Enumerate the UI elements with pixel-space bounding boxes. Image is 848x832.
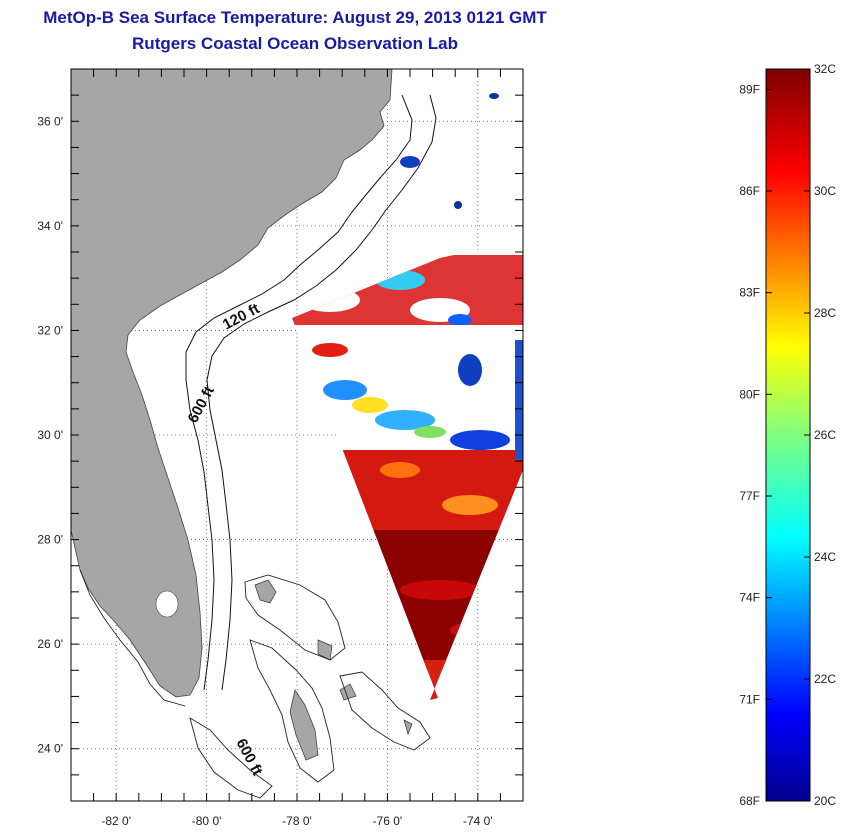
sst-patches-ne bbox=[400, 93, 523, 460]
lat-tick-label: 30 0' bbox=[37, 428, 63, 442]
colorbar-f-label: 74F bbox=[739, 591, 760, 605]
contour-600ft bbox=[206, 94, 437, 691]
longitude-axis: -82 0' -80 0' -78 0' -76 0' -74 0' bbox=[93, 69, 501, 828]
bahamas-bank-contours bbox=[189, 574, 431, 799]
lon-tick-label: -76 0' bbox=[373, 814, 403, 828]
colorbar-c-label: 24C bbox=[814, 550, 836, 564]
lon-tick-label: -74 0' bbox=[463, 814, 493, 828]
lat-tick-label: 26 0' bbox=[37, 637, 63, 651]
map-title: MetOp-B Sea Surface Temperature: August … bbox=[43, 8, 547, 27]
colorbar-c-label: 20C bbox=[814, 794, 836, 808]
lon-tick-label: -80 0' bbox=[192, 814, 222, 828]
colorbar-c-label: 28C bbox=[814, 306, 836, 320]
lat-tick-label: 24 0' bbox=[37, 742, 63, 756]
colorbar-c-label: 32C bbox=[814, 62, 836, 76]
colorbar-celsius-labels: 32C 30C 28C 26C 24C 22C 20C bbox=[804, 62, 836, 808]
nearshore-contour bbox=[79, 569, 186, 707]
lat-tick-label: 32 0' bbox=[37, 323, 63, 337]
colorbar-f-label: 77F bbox=[739, 489, 760, 503]
colorbar-f-label: 86F bbox=[739, 184, 760, 198]
colorbar bbox=[765, 68, 811, 802]
map-subtitle: Rutgers Coastal Ocean Observation Lab bbox=[132, 34, 458, 53]
colorbar-f-label: 80F bbox=[739, 387, 760, 401]
lat-tick-label: 36 0' bbox=[37, 114, 63, 128]
north-america-landmass bbox=[71, 69, 393, 698]
colorbar-c-label: 30C bbox=[814, 184, 836, 198]
colorbar-f-label: 68F bbox=[739, 794, 760, 808]
colorbar-fahrenheit-labels: 89F 86F 83F 80F 77F 74F 71F 68F bbox=[739, 82, 772, 808]
lat-tick-label: 34 0' bbox=[37, 219, 63, 233]
contour-120ft bbox=[185, 94, 413, 691]
colorbar-f-label: 83F bbox=[739, 286, 760, 300]
colorbar-f-label: 71F bbox=[739, 692, 760, 706]
lon-tick-label: -78 0' bbox=[282, 814, 312, 828]
colorbar-f-label: 89F bbox=[739, 82, 760, 96]
lat-tick-label: 28 0' bbox=[37, 533, 63, 547]
colorbar-c-label: 22C bbox=[814, 672, 836, 686]
latitude-axis: 36 0' 34 0' 32 0' 30 0' 28 0' 26 0' 24 0' bbox=[37, 94, 523, 776]
lake-okeechobee bbox=[155, 590, 179, 618]
lon-tick-label: -82 0' bbox=[101, 814, 131, 828]
colorbar-c-label: 26C bbox=[814, 428, 836, 442]
